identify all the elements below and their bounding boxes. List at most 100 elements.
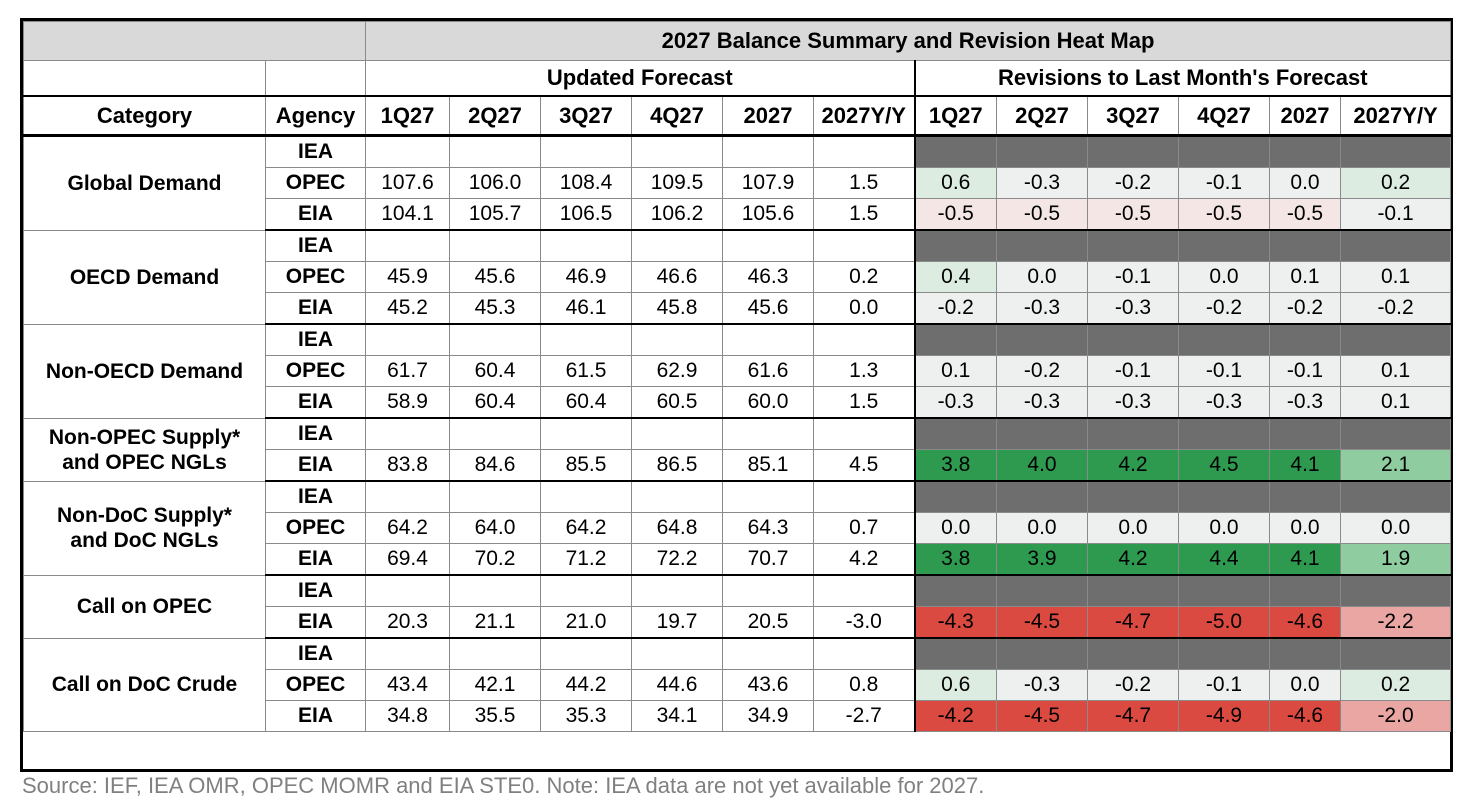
forecast-cell: 70.2 [449, 543, 541, 576]
table-row: Non-DoC Supply* and DoC NGLs IEA [23, 480, 1452, 576]
forecast-cell [365, 229, 450, 262]
revision-na-cell [913, 574, 997, 607]
forecast-cell [540, 229, 632, 262]
revision-na-cell [1087, 574, 1179, 607]
forecast-cell: 60.4 [540, 386, 632, 419]
revision-heat-cell: 0.0 [1269, 669, 1341, 701]
forecast-cell: 45.2 [365, 292, 450, 325]
forecast-cell: 46.3 [722, 261, 814, 293]
revision-heat-cell: -4.6 [1269, 700, 1341, 732]
forecast-cell [365, 637, 450, 670]
revision-na-cell [1269, 480, 1341, 513]
agency-label: OPEC [265, 355, 366, 387]
forecast-cell: 45.3 [449, 292, 541, 325]
forecast-cell: 64.3 [722, 512, 814, 544]
revision-heat-cell: -0.2 [1269, 292, 1341, 325]
forecast-cell [365, 323, 450, 356]
revision-na-cell [913, 480, 997, 513]
revision-heat-cell: -0.5 [1178, 198, 1270, 231]
revision-heat-cell: 4.2 [1087, 449, 1179, 482]
group-header-forecast: Updated Forecast [365, 60, 915, 97]
revision-heat-cell: 0.1 [1269, 261, 1341, 293]
col-header-agency: Agency [265, 95, 366, 137]
col-header-forecast-3: 4Q27 [631, 95, 723, 137]
revision-heat-cell: 4.1 [1269, 543, 1341, 576]
revision-na-cell [996, 417, 1088, 450]
agency-label: IEA [265, 135, 366, 168]
agency-label: IEA [265, 637, 366, 670]
balance-summary-table-frame: 2027 Balance Summary and Revision Heat M… [20, 18, 1453, 772]
forecast-cell [540, 480, 632, 513]
forecast-cell [365, 574, 450, 607]
revision-na-cell [1269, 417, 1341, 450]
revision-heat-cell: -0.3 [996, 669, 1088, 701]
forecast-cell [631, 229, 723, 262]
revision-heat-cell: -0.1 [1339, 198, 1452, 231]
revision-heat-cell: 0.0 [1178, 261, 1270, 293]
col-header-revision-2: 3Q27 [1087, 95, 1179, 137]
forecast-cell: 35.3 [540, 700, 632, 732]
forecast-cell [449, 229, 541, 262]
col-header-forecast-0: 1Q27 [365, 95, 450, 137]
col-header-forecast-5: 2027Y/Y [813, 95, 915, 137]
revision-na-cell [1178, 229, 1270, 262]
revision-na-cell [1178, 323, 1270, 356]
table-row: OPEC 43.4 42.1 44.2 44.6 43.6 0.8 0.6 -0.3 -0.2 -0… [24, 669, 1452, 701]
revision-na-cell [1269, 637, 1341, 670]
table-row: OPEC 64.2 64.0 64.2 64.8 64.3 0.7 0.0 0.0 0.0 0.0 0… [24, 512, 1452, 544]
revision-na-cell [1269, 323, 1341, 356]
col-header-revision-5: 2027Y/Y [1339, 95, 1452, 137]
revision-heat-cell: -4.7 [1087, 606, 1179, 639]
forecast-cell: 1.3 [813, 355, 915, 387]
agency-label: OPEC [265, 167, 366, 199]
table-title: 2027 Balance Summary and Revision Heat M… [364, 21, 1452, 61]
table-row: OPEC 107.6 106.0 108.4 109.5 107.9 1.5 0.6 -0.3-… [24, 167, 1452, 199]
forecast-cell: 106.0 [449, 167, 541, 199]
forecast-cell: 70.7 [722, 543, 814, 576]
revision-na-cell [1339, 135, 1452, 168]
forecast-cell [631, 417, 723, 450]
forecast-cell: 0.0 [813, 292, 915, 325]
revision-heat-cell: 4.1 [1269, 449, 1341, 482]
forecast-cell: 1.5 [813, 167, 915, 199]
revision-heat-cell: 0.0 [996, 512, 1088, 544]
agency-label: OPEC [265, 669, 366, 701]
revision-heat-cell: -4.9 [1178, 700, 1270, 732]
revision-heat-cell: -0.3 [996, 167, 1088, 199]
forecast-cell: 45.8 [631, 292, 723, 325]
forecast-cell [449, 637, 541, 670]
forecast-cell: 34.9 [722, 700, 814, 732]
forecast-cell: 20.5 [722, 606, 814, 639]
revision-heat-cell: 0.2 [1339, 167, 1452, 199]
forecast-cell: 44.6 [631, 669, 723, 701]
blank-cell [23, 60, 266, 97]
revision-heat-cell: 4.2 [1087, 543, 1179, 576]
forecast-cell: 21.1 [449, 606, 541, 639]
revision-na-cell [1087, 417, 1179, 450]
table-row: Call on OPEC IEA [23, 574, 1452, 639]
forecast-cell: 1.5 [813, 386, 915, 419]
revision-heat-cell: -0.3 [1269, 386, 1341, 419]
agency-label: EIA [265, 543, 366, 576]
forecast-cell [631, 637, 723, 670]
table-row: OPEC 45.9 45.6 46.9 46.6 46.3 0.2 0.4 0.0 -0.1 0.0… [24, 261, 1452, 293]
forecast-cell [722, 229, 814, 262]
revision-heat-cell: -0.2 [1087, 167, 1179, 199]
agency-label: EIA [265, 292, 366, 325]
col-header-forecast-1: 2Q27 [449, 95, 541, 137]
table-row: EIA 45.2 45.3 46.1 45.8 45.6 0.0 -0.2 -0.3 -0.3 -0… [24, 292, 1452, 325]
revision-heat-cell: -0.3 [996, 386, 1088, 419]
revision-heat-cell: 4.4 [1178, 543, 1270, 576]
forecast-cell: 83.8 [365, 449, 450, 482]
forecast-cell: -3.0 [813, 606, 915, 639]
revision-heat-cell: -4.7 [1087, 700, 1179, 732]
forecast-cell: 106.5 [540, 198, 632, 231]
revision-heat-cell: 0.1 [913, 355, 997, 387]
forecast-cell [722, 323, 814, 356]
forecast-cell [813, 135, 915, 168]
forecast-cell: 84.6 [449, 449, 541, 482]
revision-heat-cell: -0.3 [996, 292, 1088, 325]
revision-heat-cell: -0.5 [1269, 198, 1341, 231]
col-header-category: Category [23, 95, 266, 137]
revision-na-cell [996, 480, 1088, 513]
